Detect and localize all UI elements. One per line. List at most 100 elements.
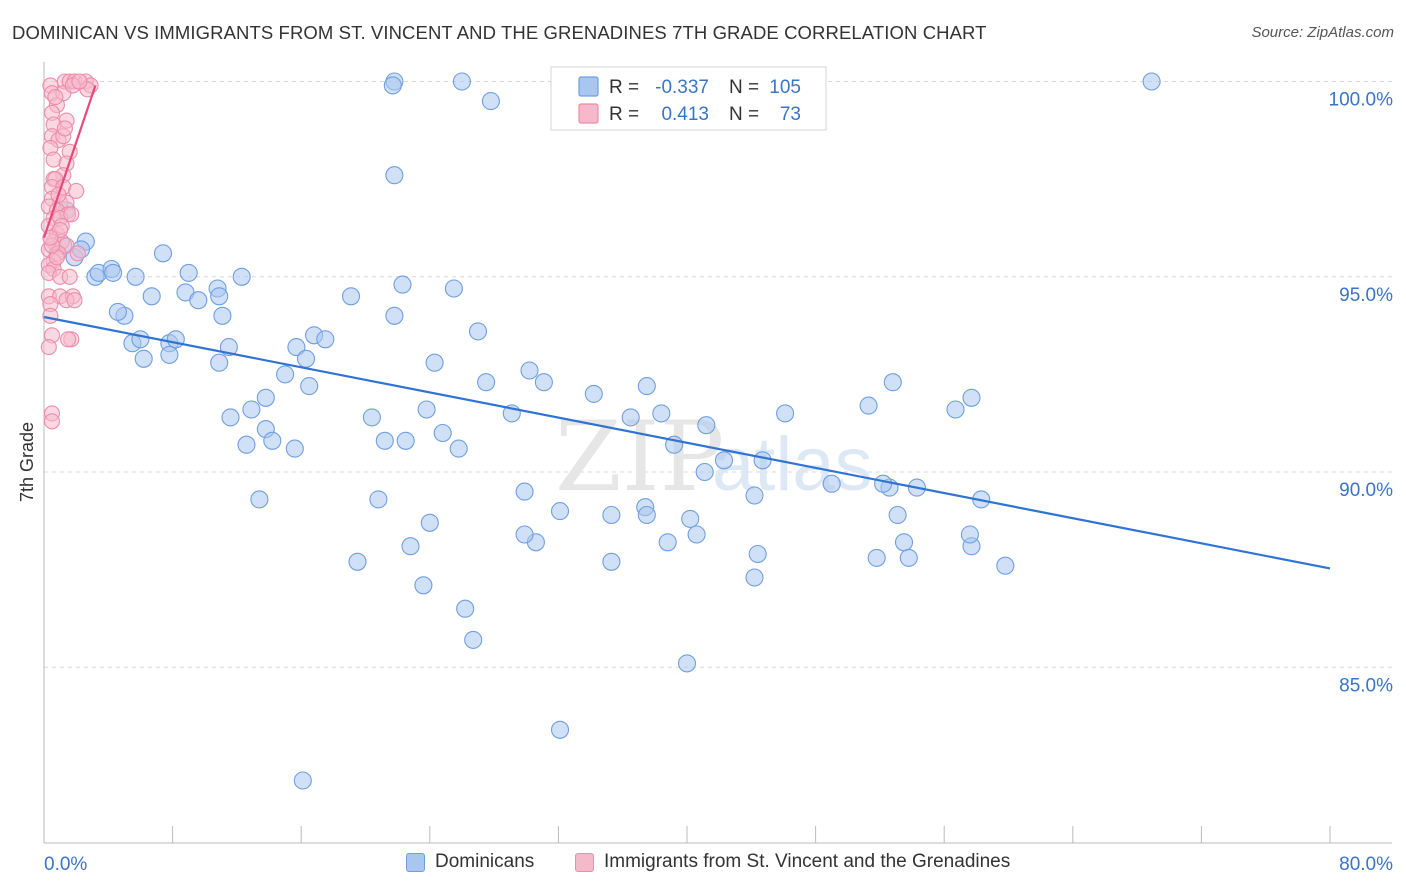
dominicans-point <box>621 408 640 427</box>
dominicans-point <box>131 330 150 349</box>
dominicans-point <box>383 76 402 95</box>
stats-swatch-pink <box>578 103 599 124</box>
x-tick-label: 0.0% <box>44 854 87 875</box>
stats-r-label: R = <box>609 104 639 125</box>
y-tick-label: 90.0% <box>1339 480 1393 501</box>
stats-swatch-blue <box>578 76 599 97</box>
dominicans-point <box>375 431 394 450</box>
dominicans-point <box>348 552 367 571</box>
immigrants-point <box>56 120 73 137</box>
stats-r-label: R = <box>609 77 639 98</box>
dominicans-point <box>369 490 388 509</box>
dominicans-point <box>276 365 295 384</box>
stats-r-value: -0.337 <box>655 77 709 98</box>
dominicans-point <box>300 377 319 396</box>
dominicans-point <box>242 400 261 419</box>
immigrants-point <box>69 245 86 262</box>
dominicans-point <box>456 599 475 618</box>
legend-swatch-blue <box>406 852 425 872</box>
watermark: ZIP atlas <box>555 401 873 513</box>
dominicans-point <box>232 267 251 286</box>
axes <box>43 62 1392 844</box>
legend-item-immigrants[interactable]: Immigrants from St. Vincent and the Gren… <box>575 851 1010 873</box>
dominicans-point <box>134 349 153 368</box>
source-credit: Source: ZipAtlas.com <box>1251 24 1394 41</box>
dominicans-point <box>748 544 767 564</box>
dominicans-point <box>341 287 361 306</box>
dominicans-point <box>210 353 229 372</box>
immigrants-point <box>42 229 59 246</box>
dominicans-point <box>396 431 415 450</box>
immigrants-point <box>68 182 85 199</box>
dominicans-point <box>237 435 256 454</box>
dominicans-point <box>677 654 697 673</box>
dominicans-point <box>550 720 570 739</box>
dominicans-point <box>867 548 886 567</box>
dominicans-point <box>393 275 412 294</box>
dominicans-point <box>695 462 714 482</box>
dominicans-point <box>142 287 161 306</box>
dominicans-point <box>452 72 471 91</box>
dominicans-point <box>894 533 914 552</box>
dominicans-point <box>550 502 570 521</box>
dominicans-point <box>874 474 893 493</box>
immigrants-point <box>42 307 59 324</box>
y-tick-label: 85.0% <box>1339 675 1393 696</box>
dominicans-point <box>417 400 436 419</box>
y-axis-label: 7th Grade <box>17 422 37 502</box>
dominicans-point <box>464 630 483 649</box>
dominicans-point <box>481 92 500 111</box>
dominicans-point <box>250 490 269 509</box>
dominicans-point <box>776 404 795 423</box>
dominicans-point <box>444 279 463 298</box>
dominicans-point <box>160 345 179 364</box>
immigrants-point <box>47 89 64 106</box>
immigrants-point <box>40 339 57 356</box>
dominicans-point <box>822 474 841 493</box>
legend-swatch-pink <box>575 852 594 872</box>
chart-title: DOMINICAN VS IMMIGRANTS FROM ST. VINCENT… <box>12 22 987 43</box>
legend-item-dominicans[interactable]: Dominicans <box>406 851 534 873</box>
dominicans-point <box>189 291 208 310</box>
dominicans-point <box>753 451 772 470</box>
stats-n-value: 105 <box>769 77 801 98</box>
dominicans-point <box>602 552 621 571</box>
dominicans-point <box>687 525 706 544</box>
dominicans-point <box>515 482 534 501</box>
dominicans-point <box>221 408 240 427</box>
dominicans-point <box>263 431 282 450</box>
dominicans-point <box>714 451 734 470</box>
dominicans-point <box>883 373 902 392</box>
dominicans-point <box>602 505 621 525</box>
dominicans-point <box>681 509 700 528</box>
dominicans-point <box>296 349 316 368</box>
dominicans-point <box>414 576 433 595</box>
dominicans-point <box>899 548 918 567</box>
dominicans-point <box>996 556 1015 575</box>
dominicans-point <box>534 373 553 392</box>
dominicans-point <box>520 361 539 380</box>
dominicans-point <box>449 439 468 458</box>
dominicans-point <box>637 377 656 396</box>
dominicans-point <box>946 400 965 419</box>
dominicans-point <box>515 525 534 544</box>
legend-label: Dominicans <box>435 851 535 872</box>
legend-label: Immigrants from St. Vincent and the Gren… <box>604 851 1011 872</box>
dominicans-point <box>385 306 404 325</box>
stats-n-label: N = <box>729 104 759 125</box>
dominicans-point <box>960 525 979 544</box>
dominicans-point <box>425 353 444 372</box>
dominicans-point <box>658 533 677 552</box>
dominicans-point <box>420 513 439 532</box>
watermark-zip: ZIP <box>555 401 724 513</box>
immigrants-point <box>60 331 77 348</box>
dominicans-points <box>54 72 1161 790</box>
dominicans-point <box>637 505 656 525</box>
dominicans-point <box>888 505 907 525</box>
dominicans-point <box>287 338 306 357</box>
dominicans-point <box>256 388 275 407</box>
dominicans-point <box>179 263 198 282</box>
dominicans-point <box>962 388 981 407</box>
dominicans-point <box>153 244 173 263</box>
